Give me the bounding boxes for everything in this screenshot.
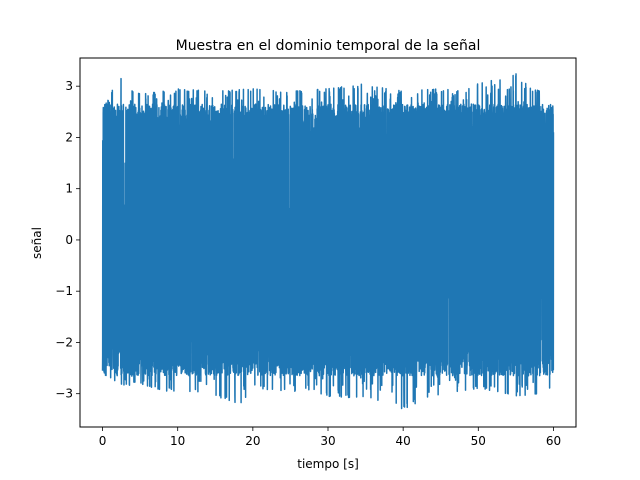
signal-line [101, 73, 555, 410]
y-tick-label: 0 [65, 233, 73, 247]
y-axis: −3 −2 −1 0 1 2 3 [55, 79, 80, 401]
x-axis: 0 10 20 30 40 50 60 [99, 427, 561, 448]
x-tick-label: 20 [245, 434, 260, 448]
plot-area [101, 73, 555, 410]
x-tick-label: 50 [471, 434, 486, 448]
y-tick-label: 3 [65, 79, 73, 93]
y-tick-label: −3 [55, 387, 73, 401]
x-tick-label: 40 [396, 434, 411, 448]
chart-title: Muestra en el dominio temporal de la señ… [176, 38, 481, 54]
x-tick-label: 10 [170, 434, 185, 448]
y-tick-label: 1 [65, 182, 73, 196]
y-axis-label: señal [30, 227, 44, 259]
x-tick-label: 0 [99, 434, 107, 448]
y-tick-label: −2 [55, 335, 73, 349]
y-tick-label: 2 [65, 130, 73, 144]
y-tick-label: −1 [55, 284, 73, 298]
x-axis-label: tiempo [s] [297, 457, 359, 471]
x-tick-label: 30 [320, 434, 335, 448]
x-tick-label: 60 [546, 434, 561, 448]
